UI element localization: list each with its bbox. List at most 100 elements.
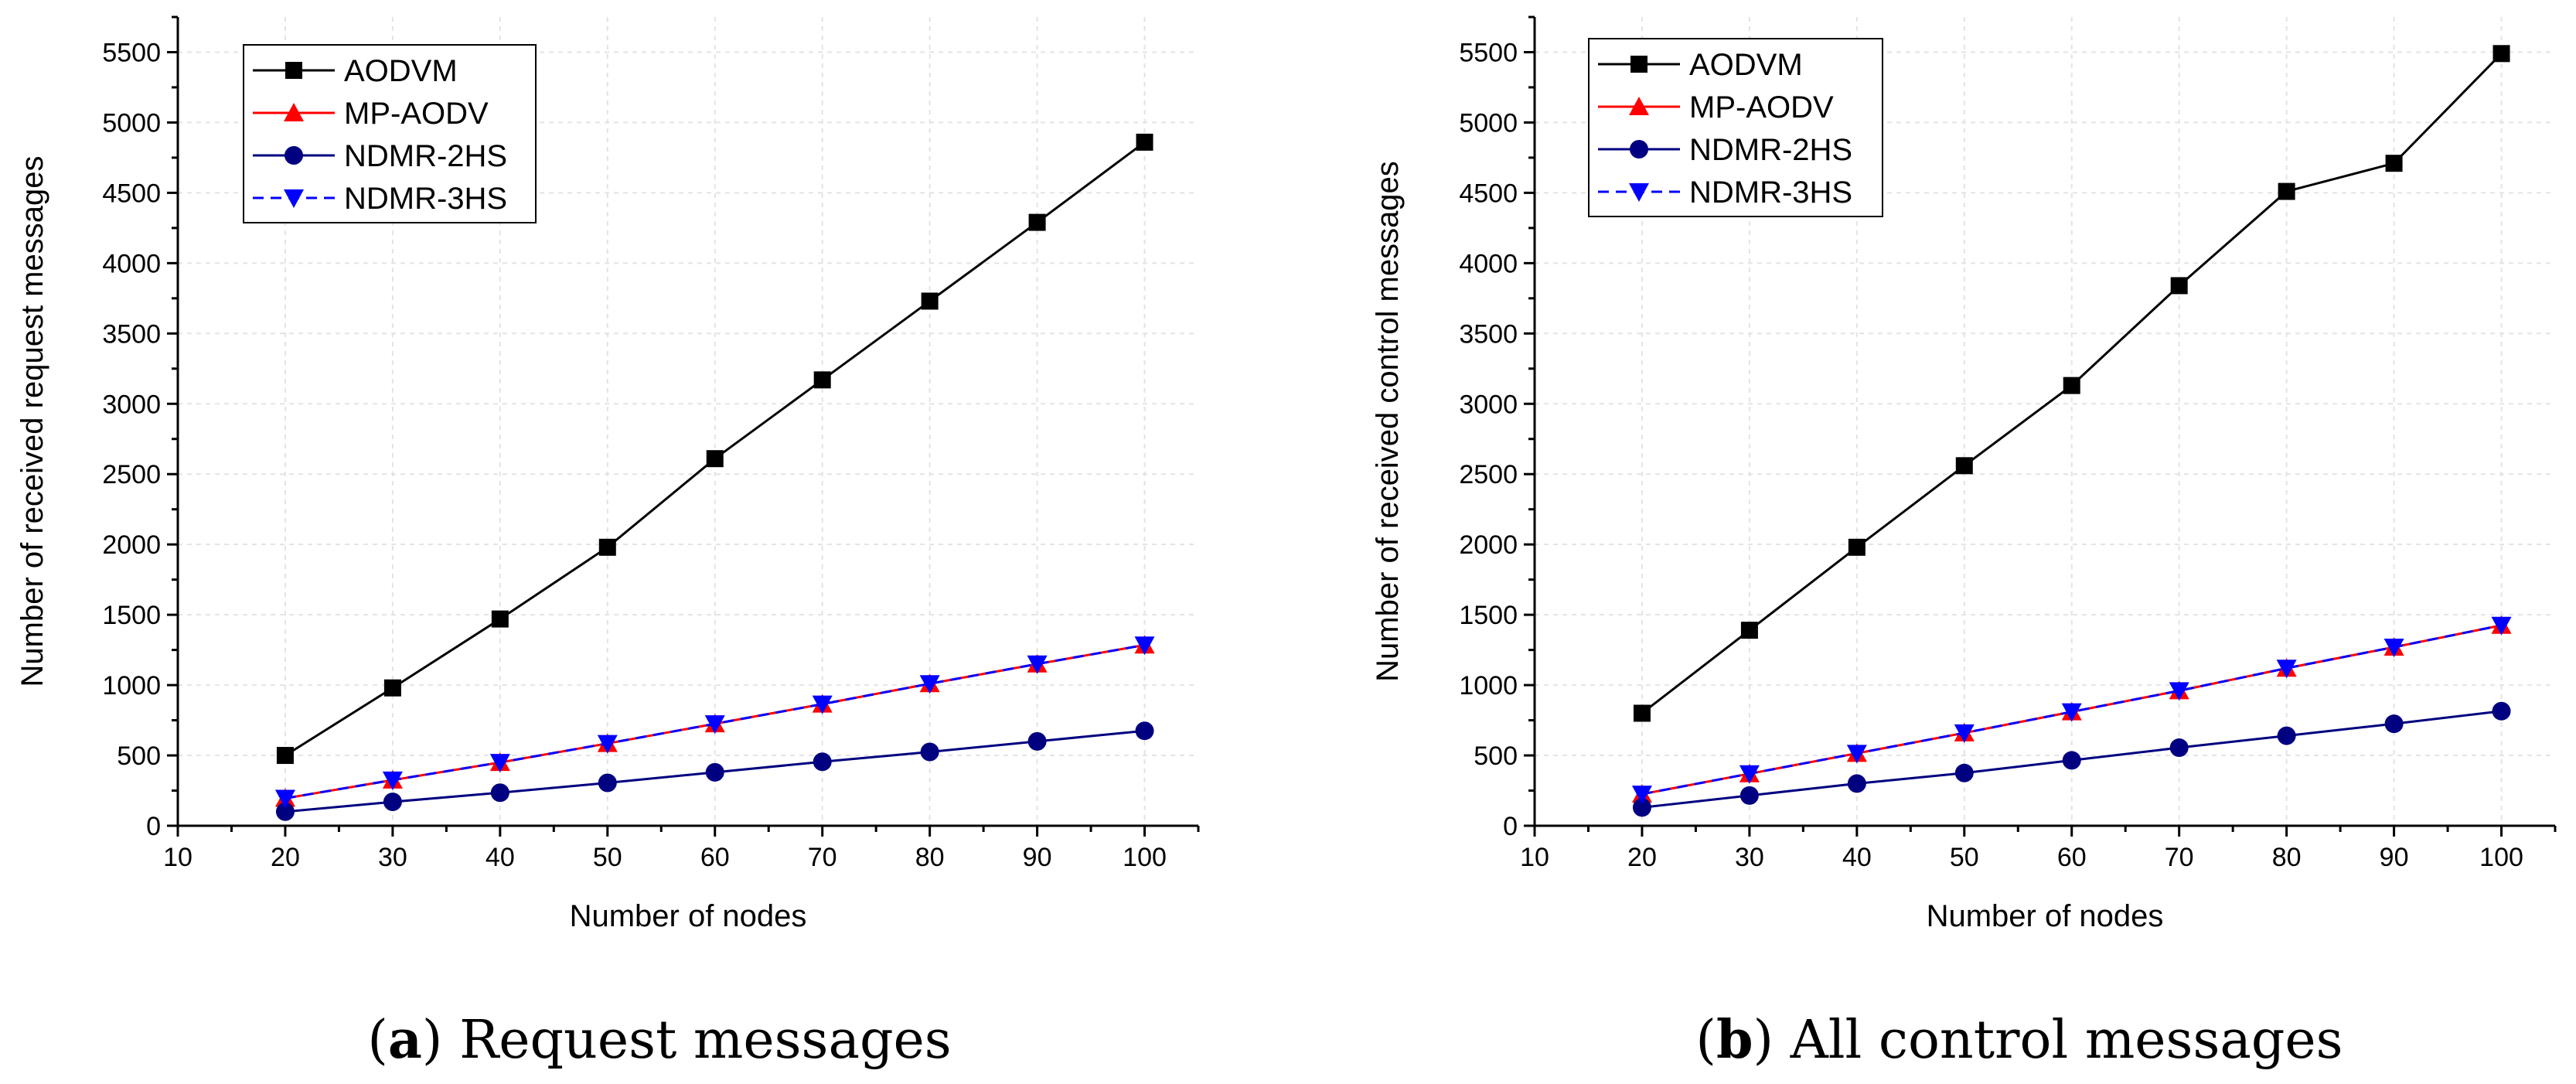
data-point-ndmr-2hs bbox=[1739, 786, 1759, 805]
data-point-ndmr-2hs bbox=[1135, 721, 1154, 741]
data-point-ndmr-3hs bbox=[382, 771, 403, 790]
legend-label-ndmr-3hs: NDMR-3HS bbox=[1689, 176, 1852, 210]
data-point-ndmr-3hs bbox=[2276, 660, 2297, 679]
legend-marker-ndmr-3hs bbox=[1629, 183, 1649, 202]
caption-b-letter: b bbox=[1716, 1009, 1753, 1071]
data-point-ndmr-2hs bbox=[275, 802, 295, 821]
y-axis-title: Number of received request messages bbox=[15, 156, 49, 687]
x-tick-label: 70 bbox=[808, 843, 837, 872]
y-tick-label: 500 bbox=[117, 741, 161, 771]
data-point-ndmr-3hs bbox=[1846, 745, 1867, 764]
data-point-aodvm bbox=[921, 292, 939, 310]
y-tick-label: 4500 bbox=[1459, 179, 1518, 208]
chart-panel-b: 0 500 1000 1500 2000 2500 3000 3500 4000 4500 5000… bbox=[1371, 15, 2557, 933]
y-axis-title: Number of received control messages bbox=[1371, 161, 1405, 682]
data-point-ndmr-2hs bbox=[383, 793, 402, 812]
legend-label-ndmr-2hs: NDMR-2HS bbox=[344, 139, 507, 173]
y-tick-label: 5500 bbox=[102, 38, 161, 67]
data-point-ndmr-3hs bbox=[2061, 703, 2082, 722]
data-point-aodvm bbox=[383, 679, 401, 697]
data-point-aodvm bbox=[1028, 213, 1046, 231]
data-point-ndmr-3hs bbox=[489, 754, 510, 773]
legend-marker-mp-aodv bbox=[1629, 97, 1649, 115]
caption-a-text: Request messages bbox=[459, 1010, 952, 1071]
x-tick-label: 30 bbox=[1735, 843, 1764, 872]
data-point-aodvm bbox=[2385, 155, 2403, 172]
data-point-aodvm bbox=[1740, 622, 1758, 639]
y-tick-label: 2500 bbox=[1459, 460, 1518, 489]
caption-a-letter: a bbox=[388, 1009, 422, 1071]
data-point-ndmr-2hs bbox=[598, 773, 617, 793]
x-tick-label: 40 bbox=[1842, 843, 1872, 872]
data-point-aodvm bbox=[2278, 182, 2295, 200]
x-tick-label: 10 bbox=[1520, 843, 1549, 872]
x-tick-label: 50 bbox=[1950, 843, 1979, 872]
y-tick-label: 3500 bbox=[1459, 319, 1518, 349]
legend-label-aodvm: AODVM bbox=[1689, 48, 1803, 82]
y-tick-label: 2000 bbox=[102, 530, 161, 560]
legend-marker-mp-aodv bbox=[284, 103, 304, 121]
x-axis-title: Number of nodes bbox=[570, 899, 807, 933]
y-tick-label: 4000 bbox=[1459, 249, 1518, 278]
y-tick-label: 5500 bbox=[1459, 38, 1518, 67]
data-point-aodvm bbox=[1136, 133, 1153, 151]
x-tick-label: 80 bbox=[915, 843, 945, 872]
caption-b-text: All control messages bbox=[1790, 1010, 2343, 1071]
data-point-aodvm bbox=[813, 371, 831, 389]
data-point-ndmr-3hs bbox=[812, 695, 833, 714]
y-tick-label: 1500 bbox=[102, 601, 161, 630]
y-tick-label: 1000 bbox=[102, 671, 161, 701]
data-point-aodvm bbox=[706, 450, 724, 468]
data-point-aodvm bbox=[276, 747, 294, 765]
data-point-ndmr-3hs bbox=[1739, 765, 1760, 784]
caption-b: (b) All control messages bbox=[1695, 1009, 2343, 1071]
x-tick-label: 20 bbox=[1627, 843, 1657, 872]
data-point-ndmr-3hs bbox=[919, 675, 940, 694]
data-point-ndmr-2hs bbox=[2492, 701, 2511, 721]
data-point-aodvm bbox=[491, 610, 509, 628]
data-point-aodvm bbox=[1848, 538, 1866, 556]
y-tick-label: 4000 bbox=[102, 249, 161, 278]
data-point-ndmr-3hs bbox=[2169, 682, 2189, 701]
legend-marker-aodvm bbox=[285, 62, 302, 79]
data-point-ndmr-2hs bbox=[1954, 763, 1974, 782]
data-point-ndmr-2hs bbox=[2384, 714, 2404, 734]
legend-label-ndmr-3hs: NDMR-3HS bbox=[344, 182, 507, 216]
data-point-ndmr-3hs bbox=[274, 789, 295, 809]
data-point-ndmr-2hs bbox=[490, 783, 509, 803]
legend-label-ndmr-2hs: NDMR-2HS bbox=[1689, 133, 1852, 167]
x-tick-label: 100 bbox=[2479, 843, 2523, 872]
caption-a: (a) Request messages bbox=[367, 1009, 951, 1071]
data-point-ndmr-3hs bbox=[597, 735, 618, 754]
data-point-ndmr-3hs bbox=[1134, 636, 1155, 656]
x-tick-label: 20 bbox=[271, 843, 300, 872]
y-tick-label: 500 bbox=[1474, 741, 1518, 771]
data-point-ndmr-2hs bbox=[920, 742, 939, 762]
data-point-ndmr-2hs bbox=[1847, 774, 1866, 793]
legend-label-aodvm: AODVM bbox=[344, 54, 458, 88]
data-point-ndmr-2hs bbox=[2277, 726, 2296, 745]
legend-label-mp-aodv: MP-AODV bbox=[1689, 90, 1834, 124]
x-tick-label: 50 bbox=[593, 843, 622, 872]
y-tick-label: 5000 bbox=[102, 108, 161, 138]
y-tick-label: 3000 bbox=[102, 390, 161, 419]
data-point-aodvm bbox=[598, 538, 616, 556]
y-tick-label: 2000 bbox=[1459, 530, 1518, 560]
chart-panel-a: 0 500 1000 1500 2000 2500 3000 3500 4000 4500 5000… bbox=[15, 15, 1200, 933]
data-point-ndmr-2hs bbox=[2169, 738, 2189, 758]
data-point-aodvm bbox=[2170, 277, 2188, 295]
x-tick-label: 30 bbox=[378, 843, 407, 872]
x-tick-label: 100 bbox=[1123, 843, 1167, 872]
data-point-ndmr-3hs bbox=[1027, 655, 1048, 674]
x-tick-label: 90 bbox=[2380, 843, 2409, 872]
x-tick-label: 90 bbox=[1023, 843, 1052, 872]
legend-marker-aodvm bbox=[1630, 56, 1647, 73]
data-point-aodvm bbox=[1633, 704, 1651, 722]
data-point-ndmr-2hs bbox=[1632, 798, 1651, 817]
legend-label-mp-aodv: MP-AODV bbox=[344, 97, 489, 131]
y-tick-label: 4500 bbox=[102, 179, 161, 208]
y-tick-label: 1000 bbox=[1459, 671, 1518, 701]
data-point-ndmr-3hs bbox=[1954, 724, 1975, 743]
x-tick-label: 60 bbox=[700, 843, 730, 872]
